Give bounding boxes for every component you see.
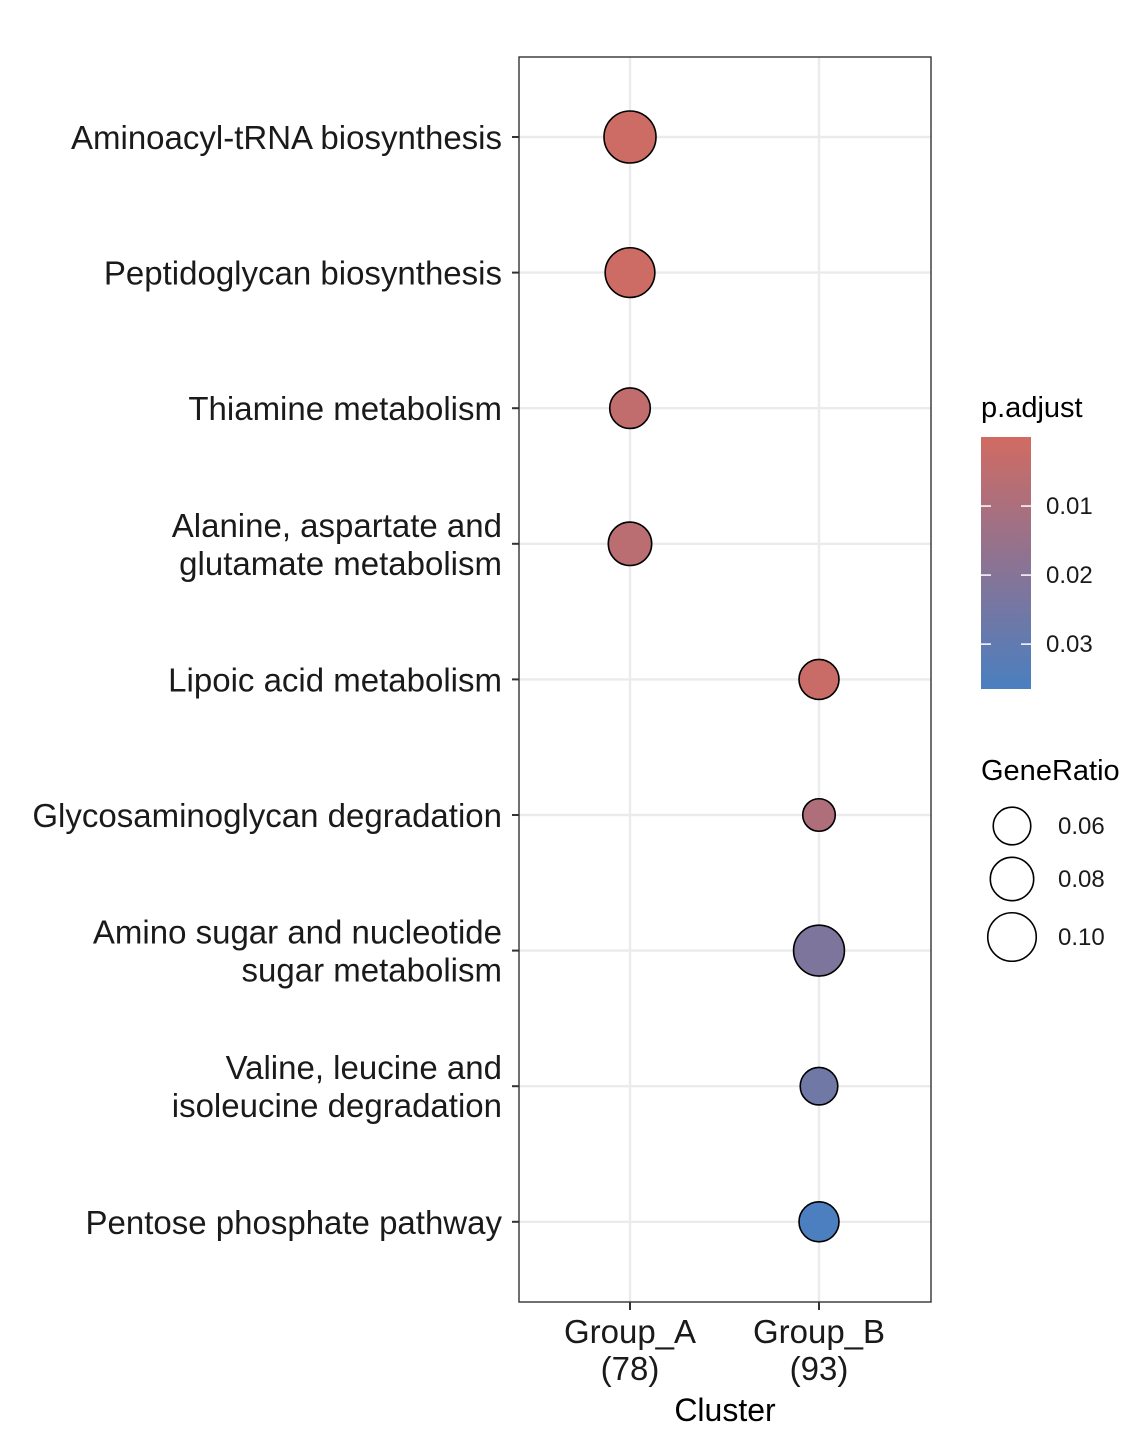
y-tick-label-line2: isoleucine degradation: [172, 1087, 502, 1124]
size-legend-label: 0.08: [1058, 866, 1105, 893]
p-adjust-legend: p.adjust 0.01 0.02 0.03: [981, 392, 1093, 689]
size-legend-circle: [992, 806, 1032, 846]
y-tick-label: Thiamine metabolism: [188, 390, 502, 427]
x-tick-count-label: (93): [790, 1350, 849, 1387]
gene-ratio-legend: GeneRatio 0.06 0.08 0.10: [981, 755, 1120, 963]
colorbar-tick-label: 0.01: [1046, 493, 1093, 520]
size-legend-label: 0.06: [1058, 813, 1105, 840]
data-point: [603, 110, 657, 164]
data-point: [801, 797, 837, 833]
size-legend-circle: [986, 911, 1038, 963]
y-tick-label: Peptidoglycan biosynthesis: [104, 255, 502, 292]
y-tick-label: Lipoic acid metabolism: [168, 661, 502, 698]
y-tick-label: Glycosaminoglycan degradation: [32, 797, 502, 834]
y-tick-label-line2: glutamate metabolism: [179, 545, 502, 582]
size-legend-label: 0.10: [1058, 924, 1105, 951]
y-axis: Aminoacyl-tRNA biosynthesis Peptidoglycan…: [32, 119, 519, 1241]
x-tick-count-label: (78): [601, 1350, 660, 1387]
y-tick-label: Amino sugar and nucleotide: [93, 914, 502, 951]
p-adjust-colorbar: [981, 437, 1031, 689]
data-points: [603, 110, 846, 1243]
data-point: [607, 521, 653, 567]
x-tick-label: Group_A: [564, 1313, 696, 1350]
gene-ratio-legend-title: GeneRatio: [981, 755, 1120, 787]
y-tick-label: Valine, leucine and: [226, 1049, 502, 1086]
size-legend-circle: [989, 856, 1035, 902]
data-point: [798, 658, 840, 701]
y-tick-label-line2: sugar metabolism: [242, 952, 502, 989]
y-tick-label: Pentose phosphate pathway: [86, 1204, 503, 1241]
data-point: [799, 1066, 839, 1106]
x-axis-title: Cluster: [674, 1392, 776, 1428]
y-tick-label: Aminoacyl-tRNA biosynthesis: [71, 119, 502, 156]
p-adjust-legend-title: p.adjust: [981, 392, 1083, 424]
data-point: [608, 387, 652, 430]
x-tick-label: Group_B: [753, 1313, 885, 1350]
x-axis: Group_A(78) Group_B(93): [564, 1302, 885, 1387]
colorbar-tick-label: 0.03: [1046, 631, 1093, 658]
y-tick-label: Alanine, aspartate and: [172, 507, 502, 544]
colorbar-tick-label: 0.02: [1046, 562, 1093, 589]
data-point: [792, 924, 846, 977]
data-point: [798, 1201, 840, 1243]
data-point: [604, 246, 656, 299]
